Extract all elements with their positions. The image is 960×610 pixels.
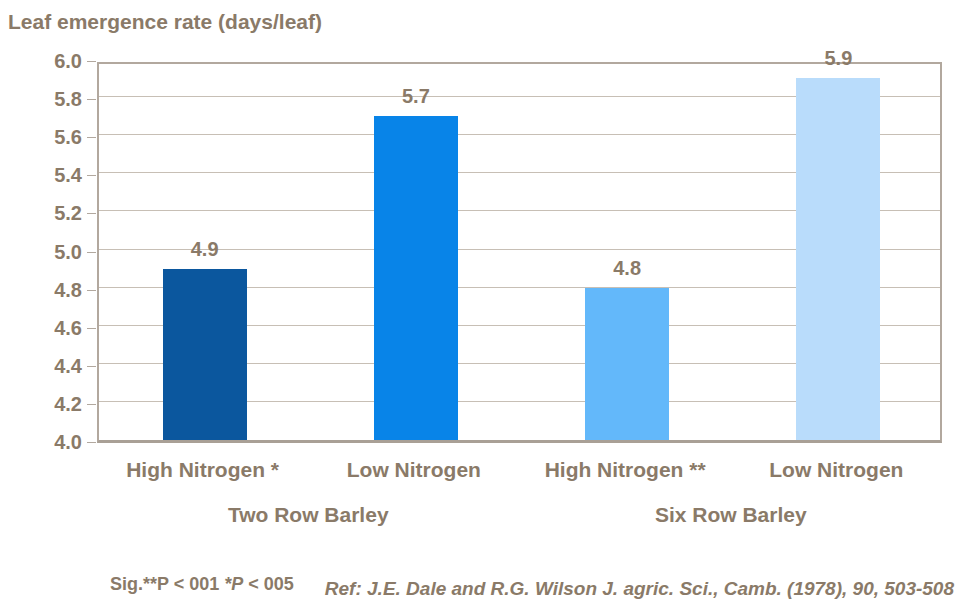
plot-area: 4.95.74.85.9 <box>97 62 942 443</box>
y-tick-label: 5.6 <box>32 126 82 149</box>
y-tick-label: 5.0 <box>32 241 82 264</box>
y-tick-mark <box>87 252 96 253</box>
y-tick-label: 5.2 <box>32 202 82 225</box>
reference-citation: Ref: J.E. Dale and R.G. Wilson J. agric.… <box>54 578 954 600</box>
y-tick-mark <box>87 99 96 100</box>
y-tick-mark <box>87 213 96 214</box>
x-tick-label: High Nitrogen ** <box>520 458 731 482</box>
bar <box>374 116 458 440</box>
y-tick-mark <box>87 442 96 443</box>
y-tick-mark <box>87 366 96 367</box>
bar <box>585 288 669 440</box>
y-tick-mark <box>87 137 96 138</box>
y-tick-mark <box>87 404 96 405</box>
y-tick-mark <box>87 328 96 329</box>
y-tick-label: 4.0 <box>32 431 82 454</box>
x-tick-label: Low Nitrogen <box>308 458 519 482</box>
bar-value-label: 5.9 <box>778 47 898 70</box>
x-axis-group-labels: Two Row BarleySix Row Barley <box>97 503 942 527</box>
chart-canvas: Leaf emergence rate (days/leaf) 4.9 5.7 4.… <box>0 0 960 610</box>
bar <box>796 78 880 440</box>
y-tick-label: 4.6 <box>32 317 82 340</box>
x-tick-label: Low Nitrogen <box>731 458 942 482</box>
y-tick-mark <box>87 290 96 291</box>
y-tick-label: 4.4 <box>32 355 82 378</box>
y-tick-label: 5.8 <box>32 88 82 111</box>
group-label: Two Row Barley <box>97 503 520 527</box>
y-tick-label: 6.0 <box>32 50 82 73</box>
bar-value-label: 4.9 <box>145 238 265 261</box>
x-axis-labels: High Nitrogen *Low NitrogenHigh Nitrogen… <box>97 458 942 482</box>
bar-value-label: 4.8 <box>567 257 687 280</box>
y-tick-mark <box>87 175 96 176</box>
y-tick-label: 4.2 <box>32 393 82 416</box>
chart-title: Leaf emergence rate (days/leaf) <box>8 10 322 34</box>
bar <box>163 269 247 440</box>
y-tick-label: 5.4 <box>32 164 82 187</box>
y-tick-label: 4.8 <box>32 279 82 302</box>
y-tick-mark <box>87 61 96 62</box>
x-tick-label: High Nitrogen * <box>97 458 308 482</box>
group-label: Six Row Barley <box>520 503 943 527</box>
bar-value-label: 5.7 <box>356 85 476 108</box>
